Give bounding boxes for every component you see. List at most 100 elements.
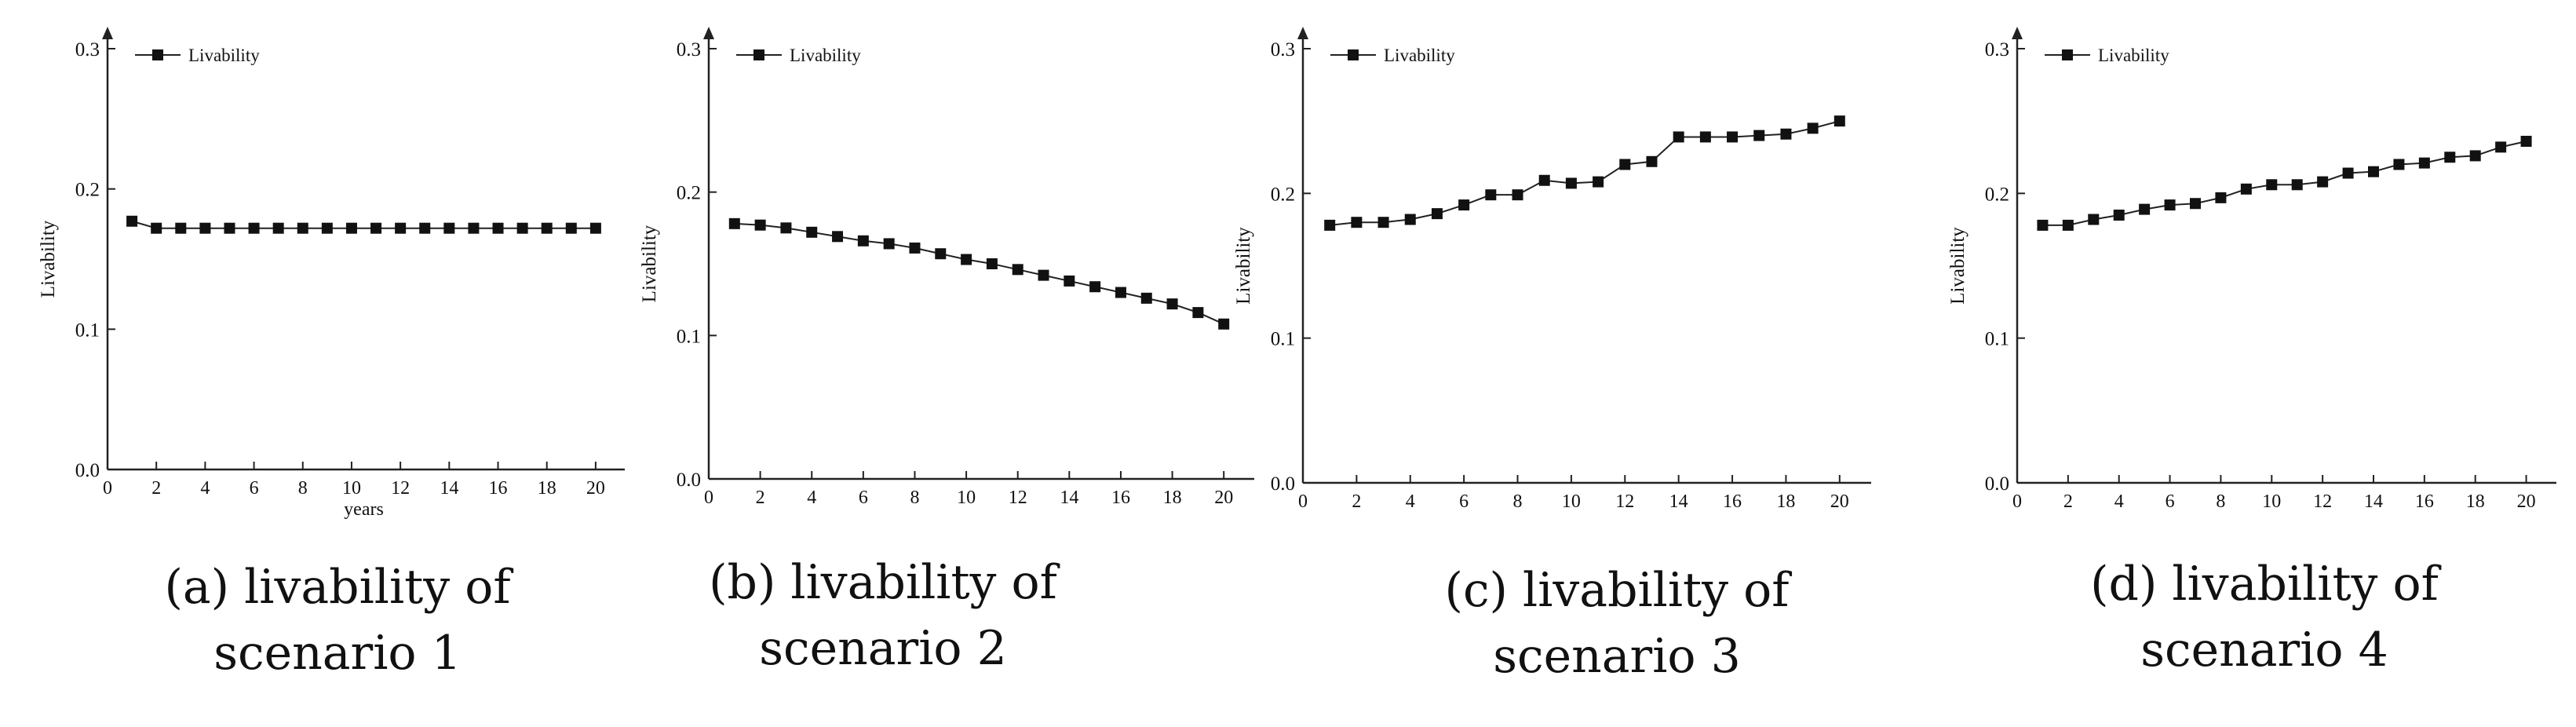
y-tick-label: 0.3 <box>1271 39 1295 60</box>
data-point <box>2062 219 2074 231</box>
data-point <box>2444 152 2456 163</box>
caption-a-line2: scenario 1 <box>213 626 462 681</box>
y-axis-arrow <box>703 27 714 39</box>
data-point <box>1192 307 1204 319</box>
x-tick-label: 2 <box>151 478 161 499</box>
x-tick-label: 16 <box>1723 491 1742 512</box>
data-point <box>516 222 528 234</box>
legend-label: Livability <box>790 46 861 65</box>
y-tick-label: 0.1 <box>75 320 100 341</box>
data-point <box>1780 128 1792 140</box>
chart-c: 0.0 0.1 0.2 0.3 0 2 4 6 8 10 12 14 16 18 20 Livability L… <box>1233 27 1871 512</box>
x-tick-label: 12 <box>391 478 410 499</box>
y-tick-label: 0.3 <box>677 39 701 60</box>
data-point <box>780 222 792 234</box>
data-point <box>806 226 818 238</box>
x-tick-label: 2 <box>756 488 765 508</box>
data-point <box>1064 275 1075 287</box>
caption-c: (c) livability of scenario 3 <box>1303 557 1931 689</box>
data-point <box>1324 219 1336 231</box>
y-tick-label: 0.1 <box>677 326 701 347</box>
x-tick-label: 8 <box>298 478 308 499</box>
x-tick-label: 18 <box>1163 488 1182 508</box>
data-point <box>2266 179 2278 191</box>
caption-a-line1: (a) livability of <box>164 560 511 615</box>
y-axis-arrow <box>1297 27 1308 39</box>
data-point <box>370 222 382 234</box>
x-tick-label: 18 <box>1776 491 1795 512</box>
data-point <box>2164 199 2176 211</box>
data-point <box>395 222 407 234</box>
data-point <box>2317 176 2329 188</box>
caption-a: (a) livability of scenario 1 <box>24 554 651 686</box>
y-tick-label: 0.3 <box>1985 39 2009 60</box>
data-point <box>1673 131 1684 143</box>
x-tick-label: 18 <box>2466 491 2485 512</box>
x-tick-label: 4 <box>2114 491 2124 512</box>
chart-a: 0.0 0.1 0.2 0.3 0 2 4 6 8 10 12 14 16 18 20 Livability y… <box>38 27 625 520</box>
data-point <box>1727 131 1739 143</box>
x-tick-label: 12 <box>1009 488 1027 508</box>
data-point <box>175 222 187 234</box>
legend-marker <box>1348 49 1359 60</box>
data-point <box>248 222 260 234</box>
data-point <box>151 222 162 234</box>
x-tick-label: 20 <box>2517 491 2536 512</box>
data-point <box>1753 130 1765 141</box>
data-point <box>2342 167 2354 179</box>
chart-b: 0.0 0.1 0.2 0.3 0 2 4 6 8 10 12 14 16 18 20 Livability L… <box>639 27 1254 508</box>
data-point <box>126 215 138 227</box>
caption-c-line1: (c) livability of <box>1444 563 1790 618</box>
x-tick-label: 14 <box>1060 488 1078 508</box>
data-point <box>2240 183 2252 195</box>
x-tick-label: 10 <box>2262 491 2281 512</box>
data-point <box>468 222 480 234</box>
legend-label: Livability <box>188 46 260 65</box>
x-tick-label: 4 <box>200 478 210 499</box>
x-tick-label: 14 <box>440 478 458 499</box>
legend-marker <box>753 49 764 60</box>
caption-b-line1: (b) livability of <box>709 555 1057 610</box>
y-tick-label: 0.2 <box>677 183 701 204</box>
y-tick-label: 0.1 <box>1271 329 1295 350</box>
x-tick-label: 18 <box>538 478 556 499</box>
data-point <box>2215 192 2227 203</box>
y-tick-label: 0.0 <box>677 469 701 491</box>
x-tick-label: 0 <box>1298 491 1308 512</box>
x-tick-label: 20 <box>1830 491 1849 512</box>
caption-b: (b) livability of scenario 2 <box>569 550 1197 681</box>
x-tick-label: 0 <box>103 478 112 499</box>
data-point <box>565 222 577 234</box>
data-point <box>2368 166 2379 177</box>
data-point <box>2520 135 2532 147</box>
data-point <box>857 235 869 247</box>
data-point <box>2291 179 2303 191</box>
y-axis-title: Livability <box>639 225 660 302</box>
caption-d-line1: (d) livability of <box>2090 557 2439 612</box>
data-point <box>1140 292 1152 304</box>
data-point <box>2037 219 2049 231</box>
data-point <box>492 222 504 234</box>
data-point <box>2495 141 2507 153</box>
data-point <box>1619 159 1631 170</box>
x-tick-label: 16 <box>489 478 508 499</box>
data-point <box>961 254 972 265</box>
y-tick-label: 0.0 <box>1985 473 2009 495</box>
data-point <box>199 222 211 234</box>
data-point <box>2469 150 2481 162</box>
x-tick-label: 20 <box>586 478 605 499</box>
data-point <box>1166 298 1178 310</box>
x-tick-label: 6 <box>250 478 259 499</box>
data-point <box>909 242 921 254</box>
data-point <box>1538 174 1550 186</box>
data-point <box>1404 214 1416 225</box>
x-tick-label: 12 <box>1615 491 1634 512</box>
data-point <box>986 258 998 269</box>
data-point <box>1565 177 1577 189</box>
x-tick-label: 8 <box>2216 491 2225 512</box>
data-point <box>321 222 333 234</box>
data-point <box>2418 157 2430 169</box>
data-point <box>2088 214 2100 225</box>
y-tick-label: 0.1 <box>1985 329 2009 350</box>
